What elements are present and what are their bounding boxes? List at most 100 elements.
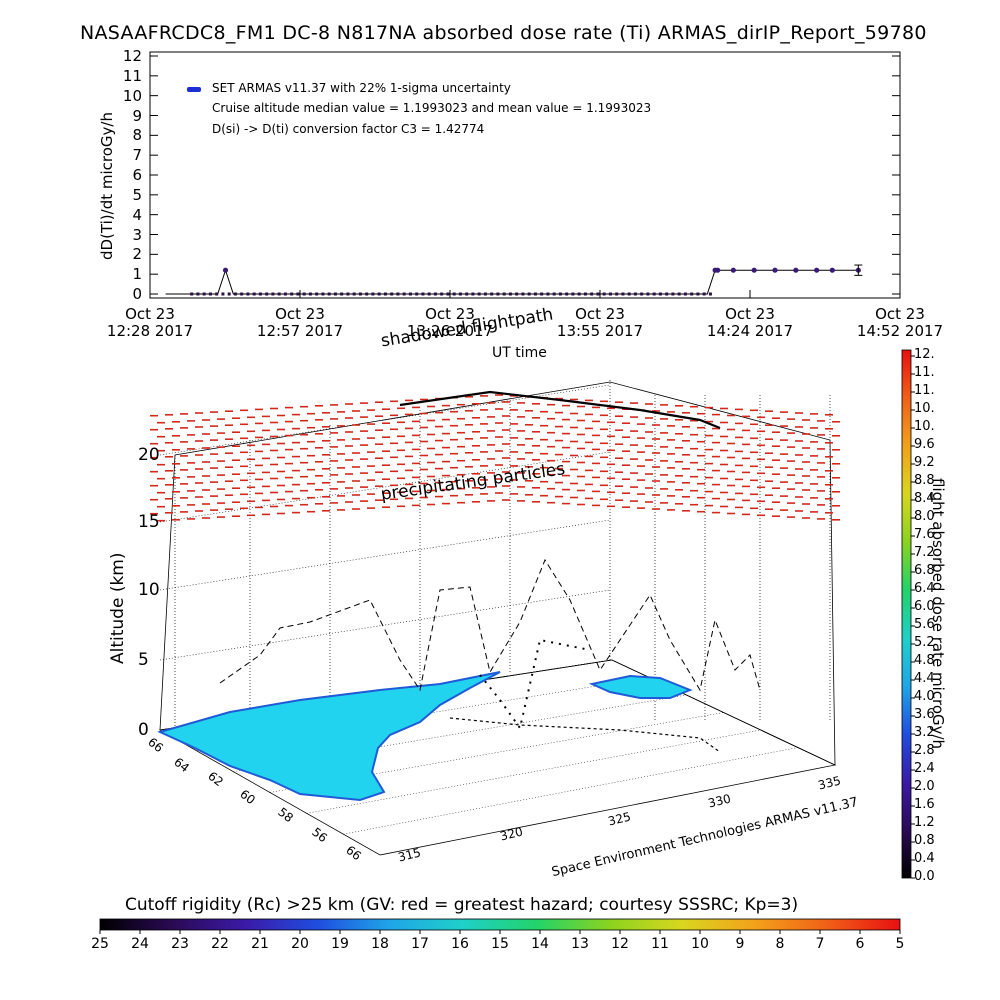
data-point xyxy=(715,267,721,273)
baseline-point xyxy=(633,292,637,296)
colorbar-tick-label: 1.6 xyxy=(914,797,935,812)
ground-track xyxy=(449,717,721,753)
baseline-point xyxy=(258,292,262,296)
altitude-tick-label: 0 xyxy=(138,720,149,740)
colorbar-tick-label: 3.6 xyxy=(914,707,935,722)
colorbar-tick-label: 9.6 xyxy=(914,437,935,452)
baseline-point xyxy=(358,292,362,296)
dose-rate-colorbar xyxy=(901,349,915,879)
baseline-point xyxy=(415,292,419,296)
baseline-point xyxy=(452,292,456,296)
baseline-point xyxy=(196,292,200,296)
legend-entry-3: D(si) -> D(ti) conversion factor C3 = 1.… xyxy=(212,122,485,136)
baseline-point xyxy=(315,292,319,296)
baseline-point xyxy=(533,292,537,296)
baseline-point xyxy=(540,292,544,296)
colorbar-tick-label: 3.2 xyxy=(914,725,935,740)
baseline-point xyxy=(340,292,344,296)
baseline-point xyxy=(240,292,244,296)
baseline-point xyxy=(521,292,525,296)
y-tick-label: 1 xyxy=(132,265,142,284)
series-line xyxy=(165,268,859,295)
x-tick-label: Oct 23 13:26 2017 xyxy=(406,305,494,340)
x-tick-label: Oct 23 14:24 2017 xyxy=(706,305,794,340)
baseline-point xyxy=(321,292,325,296)
colorbar-tick-label: 7.2 xyxy=(914,545,935,560)
y-tick-label: 12 xyxy=(122,47,142,65)
colorbar-tick-label: 10. xyxy=(914,401,935,416)
baseline-point xyxy=(296,292,300,296)
land-mass-iceland xyxy=(588,674,693,699)
baseline-point xyxy=(271,292,275,296)
cutoff-tick-label: 23 xyxy=(171,936,189,952)
cutoff-tick-label: 24 xyxy=(131,936,149,952)
colorbar-tick-label: 12. xyxy=(914,347,935,362)
baseline-point xyxy=(408,292,412,296)
baseline-point xyxy=(702,292,706,296)
altitude-gridline xyxy=(159,384,611,456)
altitude-tick-label: 10 xyxy=(138,580,160,600)
cutoff-tick-label: 17 xyxy=(411,936,429,952)
baseline-point xyxy=(683,292,687,296)
baseline-point xyxy=(390,292,394,296)
baseline-point xyxy=(427,292,431,296)
baseline-point xyxy=(627,292,631,296)
baseline-point xyxy=(571,292,575,296)
baseline-point xyxy=(565,292,569,296)
flight-altitude-profile xyxy=(219,558,761,692)
cutoff-bar xyxy=(99,918,901,931)
cutoff-tick-label: 18 xyxy=(371,936,389,952)
baseline-point xyxy=(421,292,425,296)
colorbar-tick-label: 6.8 xyxy=(914,563,935,578)
baseline-point xyxy=(640,292,644,296)
colorbar-tick-label: 0.8 xyxy=(914,833,935,848)
baseline-point xyxy=(246,292,250,296)
colorbar-tick-label: 1.2 xyxy=(914,815,935,830)
baseline-point xyxy=(658,292,662,296)
baseline-point xyxy=(527,292,531,296)
baseline-point xyxy=(690,292,694,296)
baseline-point xyxy=(440,292,444,296)
colorbar-tick-label: 0.0 xyxy=(914,869,935,884)
colorbar-tick-label: 8.0 xyxy=(914,509,935,524)
cutoff-tick-label: 8 xyxy=(775,936,785,952)
baseline-point xyxy=(458,292,462,296)
cutoff-tick-label: 16 xyxy=(451,936,469,952)
y-tick-label: 11 xyxy=(122,66,142,85)
baseline-point xyxy=(558,292,562,296)
colorbar-tick-label: 7.6 xyxy=(914,527,935,542)
y-tick-label: 6 xyxy=(132,166,142,184)
altitude-tick-label: 5 xyxy=(138,650,149,670)
baseline-point xyxy=(365,292,369,296)
x-tick-label: Oct 23 14:52 2017 xyxy=(856,305,944,340)
baseline-point xyxy=(602,292,606,296)
land-mass-greenland xyxy=(157,671,501,802)
baseline-point xyxy=(202,292,206,296)
cutoff-tick-label: 19 xyxy=(331,936,349,952)
baseline-point xyxy=(290,292,294,296)
baseline-point xyxy=(221,292,225,296)
x-tick-label: Oct 23 12:28 2017 xyxy=(106,305,194,340)
baseline-point xyxy=(190,292,194,296)
y-tick-label: 10 xyxy=(122,86,142,105)
y-tick-label: 8 xyxy=(132,126,142,145)
colorbar-tick-label: 2.4 xyxy=(914,761,935,776)
baseline-point xyxy=(265,292,269,296)
altitude-tick-label: 15 xyxy=(138,512,160,532)
baseline-point xyxy=(508,292,512,296)
baseline-point xyxy=(646,292,650,296)
cutoff-tick-label: 9 xyxy=(735,936,745,952)
colorbar-tick-label: 5.6 xyxy=(914,617,935,632)
baseline-point xyxy=(446,292,450,296)
baseline-point xyxy=(708,292,712,296)
baseline-point xyxy=(352,292,356,296)
altitude-tick-label: 20 xyxy=(138,445,160,465)
x-axis-label: UT time xyxy=(492,345,547,361)
baseline-point xyxy=(465,292,469,296)
altitude-gridline xyxy=(159,589,611,661)
baseline-point xyxy=(333,292,337,296)
baseline-point xyxy=(621,292,625,296)
cutoff-tick-label: 20 xyxy=(291,936,309,952)
y-axis-label: dD(Ti)/dt microGy/h xyxy=(98,112,116,260)
